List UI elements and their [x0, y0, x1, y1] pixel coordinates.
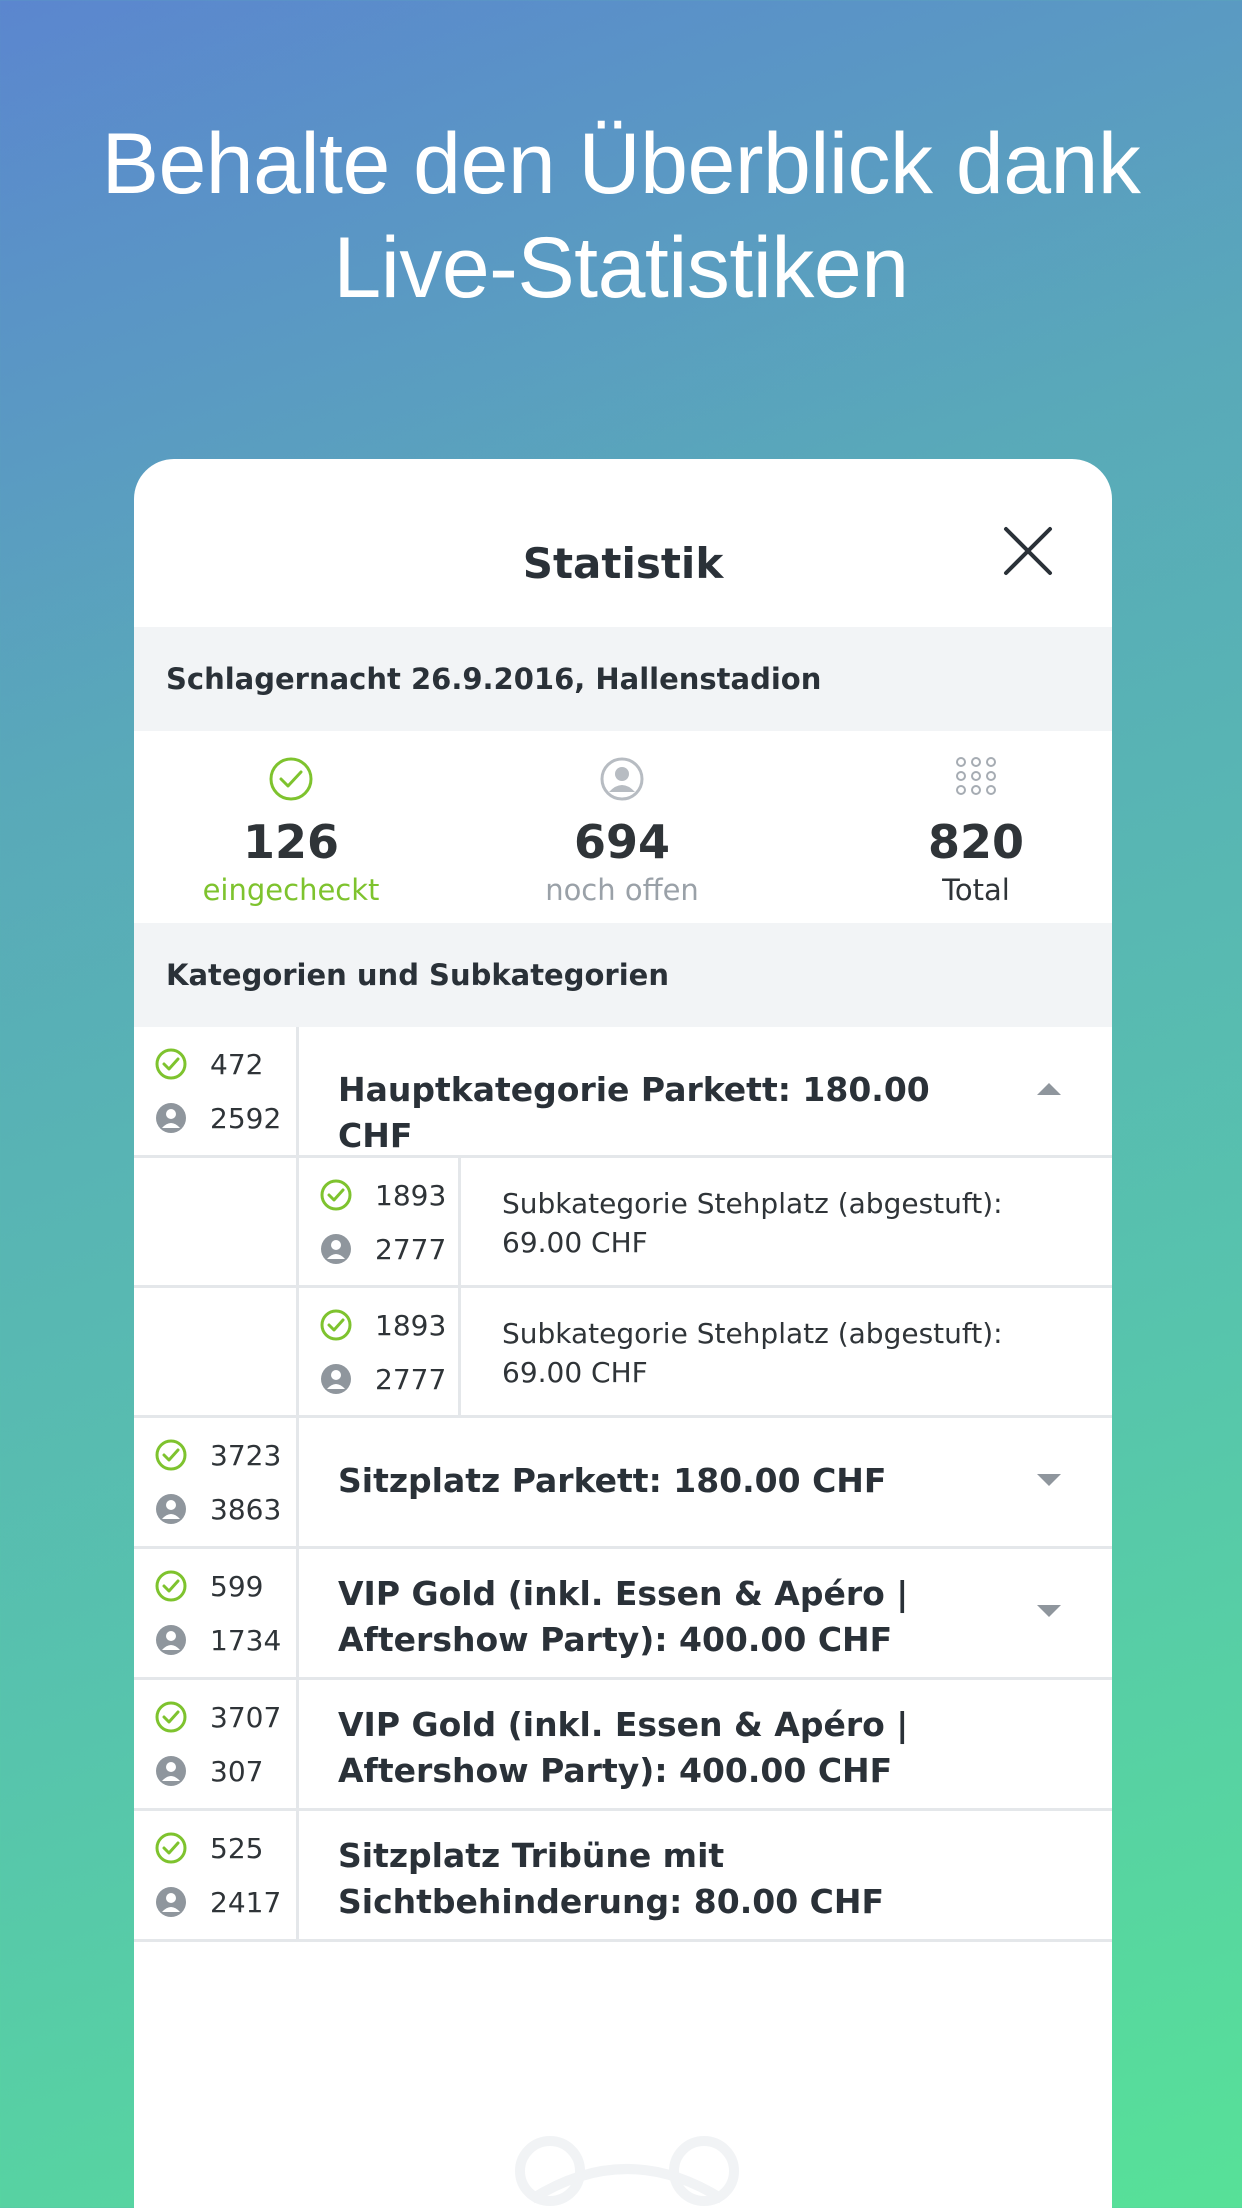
expand-toggle[interactable]	[1036, 1472, 1062, 1488]
total-label: Total	[942, 873, 1010, 907]
category-checked-count: 1893	[375, 1308, 447, 1342]
user-circle-icon	[156, 1103, 186, 1133]
dialog-title: Statistik	[522, 539, 724, 588]
category-open-count: 3863	[210, 1492, 282, 1526]
category-row: 525 2417 Sitzplatz Tribüne mit Sichtbehind…	[134, 1811, 1112, 1942]
check-circle-icon	[320, 1309, 352, 1341]
checked-in-line: 3723	[154, 1438, 281, 1472]
open-label: noch offen	[545, 873, 699, 907]
category-label: Subkategorie Stehplatz (abgestuft): 69.0…	[502, 1187, 1003, 1259]
total-count: 820	[927, 815, 1025, 869]
category-label: Subkategorie Stehplatz (abgestuft): 69.0…	[502, 1317, 1003, 1389]
category-counts	[299, 1288, 461, 1415]
category-open-count: 2777	[375, 1232, 447, 1266]
category-counts	[134, 1549, 299, 1677]
category-label: Hauptkategorie Parkett: 180.00 CHF	[338, 1070, 930, 1155]
user-circle-icon	[156, 1756, 186, 1786]
checked-in-line: 599	[154, 1569, 263, 1603]
expand-toggle[interactable]	[1036, 1081, 1062, 1097]
category-row[interactable]: 3723 3863 Sitzplatz Parkett: 180.00 CHF	[134, 1418, 1112, 1549]
user-circle-icon	[321, 1234, 351, 1264]
category-label: VIP Gold (inkl. Essen & Apéro | Aftersho…	[338, 1574, 909, 1659]
open-line: 2592	[154, 1101, 281, 1135]
user-circle-icon	[156, 1625, 186, 1655]
indent-spacer	[134, 1158, 299, 1285]
chevron-down-icon	[1037, 1605, 1061, 1617]
check-circle-icon	[155, 1832, 187, 1864]
category-checked-count: 3723	[210, 1438, 282, 1472]
check-circle-icon	[155, 1439, 187, 1471]
indent-spacer	[134, 1288, 299, 1415]
close-button[interactable]	[1000, 523, 1056, 579]
checked-in-label: eingecheckt	[202, 873, 380, 907]
dialog-header: Statistik	[134, 459, 1112, 627]
category-checked-count: 599	[210, 1569, 264, 1603]
category-list: 472 2592 Hauptkategorie Parkett: 180.00 CH…	[134, 1027, 1112, 1942]
stat-open: 694 noch offen	[472, 753, 772, 909]
category-counts	[134, 1418, 299, 1546]
chevron-up-icon	[1037, 1083, 1061, 1095]
check-circle-icon	[269, 757, 313, 801]
category-open-count: 307	[210, 1754, 264, 1788]
stat-total: 820 Total	[826, 753, 1112, 909]
close-icon	[1004, 527, 1052, 575]
checked-in-line: 1893	[319, 1308, 446, 1342]
stat-checked-in: 126 eingecheckt	[141, 753, 441, 909]
open-line: 3863	[154, 1492, 281, 1526]
checked-in-line: 1893	[319, 1178, 446, 1212]
checked-in-count: 126	[242, 815, 340, 869]
category-label: VIP Gold (inkl. Essen & Apéro | Aftersho…	[338, 1705, 909, 1790]
category-open-count: 2417	[210, 1885, 282, 1919]
grid-dots-icon	[956, 757, 996, 795]
subcategory-row: 1893 2777 Subkategorie Stehplatz (abgestuf…	[134, 1288, 1112, 1418]
checked-in-line: 3707	[154, 1700, 281, 1734]
checked-in-line: 525	[154, 1831, 263, 1865]
chevron-down-icon	[1037, 1474, 1061, 1486]
promo-headline: Behalte den Überblick dank Live-Statisti…	[0, 112, 1242, 320]
user-circle-icon	[600, 757, 644, 801]
category-counts	[134, 1027, 299, 1155]
event-name: Schlagernacht 26.9.2016, Hallenstadion	[134, 627, 1112, 731]
category-open-count: 1734	[210, 1623, 282, 1657]
category-row: 3707 307 VIP Gold (inkl. Essen & Apéro | A…	[134, 1680, 1112, 1811]
open-count: 694	[573, 815, 671, 869]
subcategory-row: 1893 2777 Subkategorie Stehplatz (abgestuf…	[134, 1158, 1112, 1288]
check-circle-icon	[155, 1048, 187, 1080]
promo-headline-line2: Live-Statistiken	[333, 220, 909, 316]
open-line: 1734	[154, 1623, 281, 1657]
checked-in-line: 472	[154, 1047, 263, 1081]
category-checked-count: 3707	[210, 1700, 282, 1734]
categories-heading: Kategorien und Subkategorien	[134, 923, 1112, 1027]
promo-headline-line1: Behalte den Überblick dank	[101, 116, 1141, 212]
stats-summary: 126 eingecheckt 694 noch offen	[134, 731, 1112, 923]
category-counts	[134, 1811, 299, 1939]
open-line: 2417	[154, 1885, 281, 1919]
expand-toggle[interactable]	[1036, 1603, 1062, 1619]
statistics-dialog: Statistik Schlagernacht 26.9.2016, Halle…	[134, 459, 1112, 2208]
mascot-watermark-icon	[515, 2136, 739, 2206]
category-open-count: 2777	[375, 1362, 447, 1396]
category-row[interactable]: 472 2592 Hauptkategorie Parkett: 180.00 CH…	[134, 1027, 1112, 1158]
check-circle-icon	[155, 1570, 187, 1602]
user-circle-icon	[156, 1494, 186, 1524]
category-checked-count: 472	[210, 1047, 264, 1081]
user-circle-icon	[321, 1364, 351, 1394]
user-circle-icon	[156, 1887, 186, 1917]
category-counts	[299, 1158, 461, 1285]
check-circle-icon	[320, 1179, 352, 1211]
check-circle-icon	[155, 1701, 187, 1733]
category-checked-count: 1893	[375, 1178, 447, 1212]
open-line: 2777	[319, 1362, 446, 1396]
category-open-count: 2592	[210, 1101, 282, 1135]
open-line: 2777	[319, 1232, 446, 1266]
category-label: Sitzplatz Tribüne mit Sichtbehinderung: …	[338, 1836, 885, 1921]
category-row[interactable]: 599 1734 VIP Gold (inkl. Essen & Apéro | A…	[134, 1549, 1112, 1680]
category-label: Sitzplatz Parkett: 180.00 CHF	[338, 1461, 887, 1500]
open-line: 307	[154, 1754, 263, 1788]
category-counts	[134, 1680, 299, 1808]
category-checked-count: 525	[210, 1831, 264, 1865]
